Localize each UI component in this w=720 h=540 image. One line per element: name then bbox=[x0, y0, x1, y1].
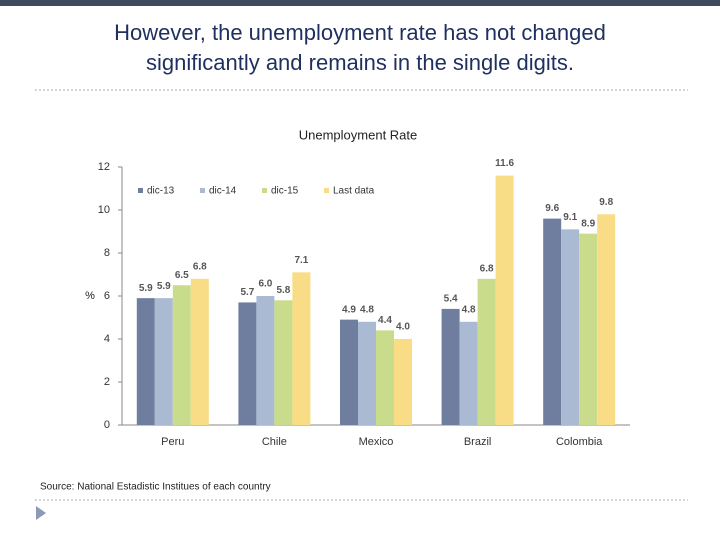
y-tick-label: 0 bbox=[104, 419, 110, 431]
bar bbox=[256, 296, 275, 425]
value-label: 11.6 bbox=[495, 158, 514, 169]
value-label: 9.8 bbox=[599, 197, 613, 208]
value-label: 5.9 bbox=[157, 281, 171, 292]
bar bbox=[358, 321, 376, 425]
bar bbox=[190, 278, 209, 425]
bar bbox=[441, 308, 460, 425]
value-label: 6.8 bbox=[480, 263, 494, 274]
value-label: 6.0 bbox=[258, 279, 272, 290]
bar bbox=[579, 233, 598, 425]
value-label: 5.9 bbox=[139, 283, 153, 294]
bar bbox=[495, 175, 514, 425]
bar bbox=[477, 278, 496, 425]
bar bbox=[376, 330, 394, 425]
bar bbox=[543, 218, 562, 425]
bar bbox=[136, 298, 155, 425]
bar bbox=[274, 300, 293, 425]
x-tick-label: Brazil bbox=[464, 436, 492, 448]
value-label: 4.0 bbox=[396, 322, 410, 333]
legend-label: dic-13 bbox=[147, 186, 175, 197]
legend-swatch bbox=[200, 188, 205, 193]
value-label: 6.8 bbox=[193, 261, 207, 272]
value-label: 6.5 bbox=[175, 270, 189, 281]
value-label: 4.4 bbox=[378, 315, 392, 326]
x-tick-label: Peru bbox=[161, 436, 184, 448]
slide-title: However, the unemployment rate has not c… bbox=[114, 20, 606, 75]
value-label: 9.1 bbox=[563, 212, 577, 223]
bar bbox=[238, 302, 257, 425]
top-bar bbox=[0, 0, 720, 6]
value-label: 9.6 bbox=[545, 203, 559, 214]
x-tick-label: Colombia bbox=[556, 436, 603, 448]
y-tick-label: 6 bbox=[104, 290, 110, 302]
value-label: 7.1 bbox=[294, 255, 308, 266]
legend-swatch bbox=[324, 188, 329, 193]
value-label: 8.9 bbox=[581, 218, 595, 229]
value-label: 5.4 bbox=[444, 294, 458, 305]
y-tick-label: 10 bbox=[98, 204, 110, 216]
bar bbox=[172, 285, 191, 425]
value-label: 5.7 bbox=[240, 287, 254, 298]
legend-swatch bbox=[262, 188, 267, 193]
legend-label: Last data bbox=[333, 186, 375, 197]
y-axis-label: % bbox=[85, 290, 95, 302]
bar bbox=[459, 321, 478, 425]
value-label: 4.9 bbox=[342, 304, 356, 315]
bar bbox=[154, 298, 173, 425]
source: Source: National Estadistic Institues of… bbox=[40, 482, 271, 493]
bar bbox=[561, 229, 580, 425]
y-tick-label: 4 bbox=[104, 333, 110, 345]
legend-label: dic-14 bbox=[209, 186, 237, 197]
y-tick-label: 2 bbox=[104, 376, 110, 388]
bar bbox=[394, 339, 412, 425]
value-label: 4.8 bbox=[360, 304, 374, 315]
y-tick-label: 8 bbox=[104, 247, 110, 259]
value-label: 5.8 bbox=[276, 285, 290, 296]
bar bbox=[597, 214, 616, 425]
bar bbox=[292, 272, 311, 425]
bullet-icon bbox=[36, 506, 46, 520]
legend-swatch bbox=[138, 188, 143, 193]
x-tick-label: Mexico bbox=[359, 436, 394, 448]
value-label: 4.8 bbox=[462, 304, 476, 315]
y-tick-label: 12 bbox=[98, 161, 110, 173]
x-tick-label: Chile bbox=[262, 436, 287, 448]
legend-label: dic-15 bbox=[271, 186, 299, 197]
bar bbox=[340, 319, 358, 425]
title-box: However, the unemployment rate has not c… bbox=[114, 20, 606, 75]
chart-title: Unemployment Rate bbox=[299, 127, 418, 142]
